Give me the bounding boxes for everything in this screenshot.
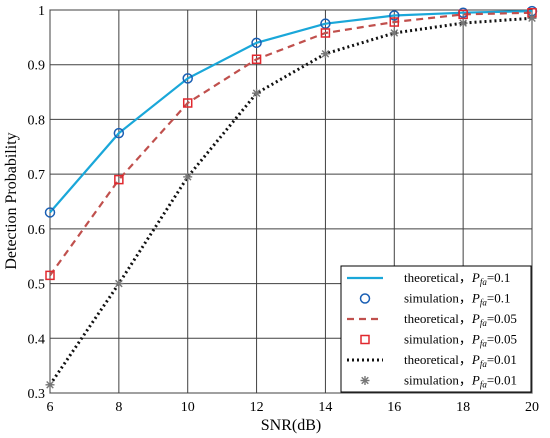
data-point xyxy=(114,174,124,185)
y-axis-label: Detection Probability xyxy=(3,132,20,269)
legend-marker-swatch xyxy=(360,334,370,345)
legend-entry: theoretical，Pfa=0.05 xyxy=(347,311,517,328)
legend-marker-swatch xyxy=(360,376,370,385)
y-tick-label: 0.4 xyxy=(28,332,46,347)
series-theoretical-pfa-0.01 xyxy=(48,16,533,386)
legend-label: theoretical，Pfa=0.1 xyxy=(404,270,510,287)
series-simulation-pfa-0.01 xyxy=(45,13,537,390)
series-line xyxy=(48,16,533,386)
data-point xyxy=(182,98,193,108)
y-tick-label: 0.3 xyxy=(28,387,46,402)
x-axis-label: SNR(dB) xyxy=(261,417,321,434)
data-point xyxy=(252,88,262,98)
data-point xyxy=(114,279,124,289)
data-point xyxy=(44,207,56,218)
x-tick-label: 14 xyxy=(318,400,332,415)
legend-entry: simulation，Pfa=0.01 xyxy=(360,373,517,390)
y-tick-label: 0.8 xyxy=(28,113,46,128)
data-point xyxy=(389,10,400,21)
series-simulation-pfa-0.05 xyxy=(45,7,537,281)
series-line xyxy=(49,11,533,277)
legend-label: simulation，Pfa=0.01 xyxy=(404,373,517,390)
y-tick-label: 1 xyxy=(38,4,45,19)
x-tick-label: 18 xyxy=(456,400,470,415)
data-point xyxy=(183,172,193,182)
legend-marker-swatch xyxy=(359,293,371,304)
data-series xyxy=(44,5,538,390)
legend-entry: theoretical，Pfa=0.01 xyxy=(347,352,517,369)
data-point xyxy=(527,13,537,23)
data-point xyxy=(113,127,125,139)
y-tick-label: 0.5 xyxy=(28,278,46,293)
x-tick-label: 16 xyxy=(387,400,401,415)
x-tick-label: 20 xyxy=(525,400,539,415)
y-tick-label: 0.7 xyxy=(28,168,46,183)
x-tick-label: 6 xyxy=(47,400,54,415)
x-tick-label: 12 xyxy=(250,400,264,415)
data-point xyxy=(251,54,262,64)
data-point xyxy=(45,380,55,390)
legend-label: theoretical，Pfa=0.05 xyxy=(404,311,517,328)
y-tick-label: 0.9 xyxy=(28,59,46,74)
data-point xyxy=(45,270,55,281)
legend-entry: theoretical，Pfa=0.1 xyxy=(347,270,510,287)
data-point xyxy=(389,17,400,27)
data-point xyxy=(320,18,331,29)
legend-entry: simulation，Pfa=0.05 xyxy=(360,332,517,349)
legend-entry: simulation，Pfa=0.1 xyxy=(359,291,510,308)
legend-label: simulation，Pfa=0.1 xyxy=(404,291,510,308)
data-point xyxy=(320,49,330,59)
legend-box xyxy=(340,265,532,393)
data-point xyxy=(458,9,468,20)
series-theoretical-pfa-0.1 xyxy=(49,10,533,214)
data-point xyxy=(389,28,399,38)
x-tick-label: 8 xyxy=(115,400,122,415)
data-point xyxy=(251,37,262,49)
series-theoretical-pfa-0.05 xyxy=(49,11,533,277)
tick-labels: 6 8 10 12 14 16 18 20 0.3 0.4 0.5 0.6 0.7 0.8 0.9 1 xyxy=(28,4,540,415)
series-line xyxy=(49,10,533,214)
data-point xyxy=(320,28,331,38)
y-tick-label: 0.6 xyxy=(28,223,46,238)
data-point xyxy=(182,73,193,84)
legend-label: theoretical，Pfa=0.01 xyxy=(404,352,517,369)
legend-label: simulation，Pfa=0.05 xyxy=(404,332,517,349)
x-tick-label: 10 xyxy=(181,400,195,415)
data-point xyxy=(458,18,468,28)
legend: theoretical，Pfa=0.1 simulation，Pfa=0.1 the… xyxy=(340,265,532,393)
